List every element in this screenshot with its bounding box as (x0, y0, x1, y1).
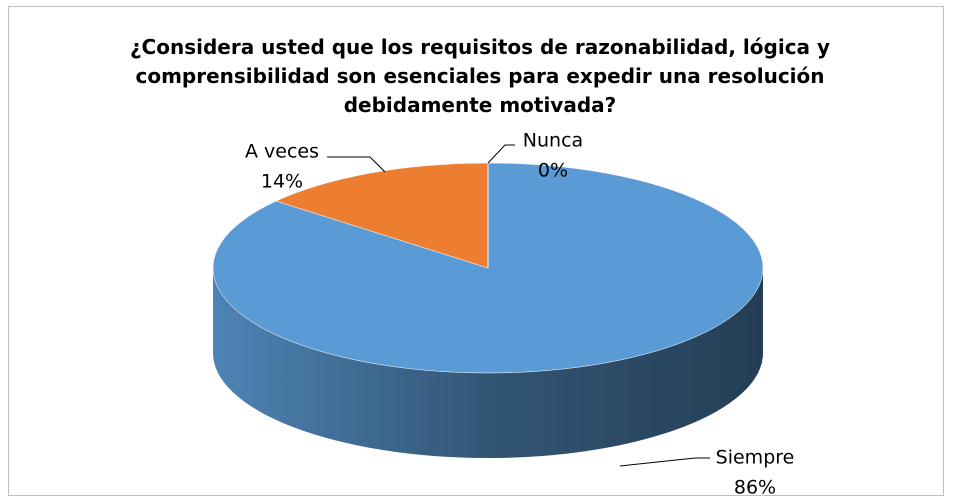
leader-line (619, 457, 710, 467)
data-label-name: Nunca (523, 130, 583, 152)
data-label-name: Siempre (716, 447, 795, 469)
leader-line (327, 156, 386, 173)
slice (275, 162, 489, 269)
slice-side-shade (213, 268, 763, 458)
chart-title: ¿Considera usted que los requisitos de r… (129, 35, 831, 117)
leader-line (487, 144, 515, 164)
data-label-value: 14% (261, 171, 303, 193)
data-label-value: 86% (734, 477, 776, 499)
chart-frame (8, 6, 944, 496)
data-label-name: A veces (245, 141, 319, 163)
data-label-value: 0% (538, 160, 568, 182)
